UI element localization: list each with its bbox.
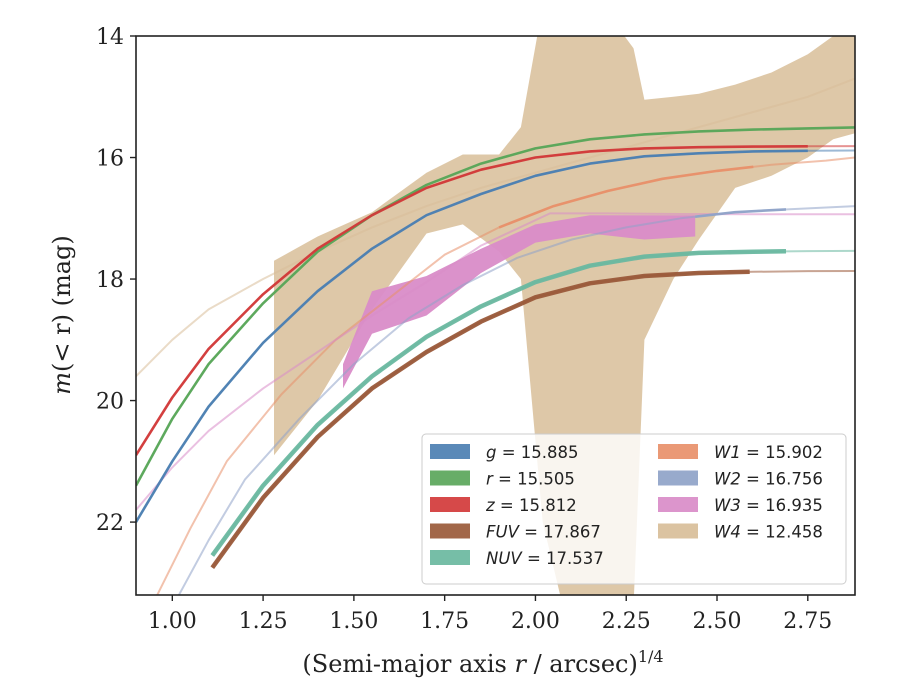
x-tick-label: 1.25 [239, 609, 288, 634]
x-axis-ticks: 1.00 1.25 1.50 1.75 2.00 2.25 2.50 2.75 [148, 595, 832, 634]
y-tick-label: 20 [96, 390, 124, 415]
x-tick-label: 2.75 [783, 609, 832, 634]
legend-swatch-w2 [658, 470, 698, 486]
y-tick-label: 14 [96, 25, 124, 50]
w4-model-curve [136, 77, 855, 378]
y-axis-ticks: 14 16 18 20 22 [96, 25, 136, 536]
legend-swatch-fuv [430, 523, 470, 539]
x-tick-label: 2.50 [693, 609, 742, 634]
legend-frame [421, 433, 847, 585]
legend-label-nuv: NUV = 17.537 [486, 549, 604, 568]
x-tick-label: 2.00 [511, 609, 560, 634]
r-profile-line [136, 126, 855, 487]
x-tick-label: 2.25 [602, 609, 651, 634]
x-tick-label: 1.75 [420, 609, 469, 634]
w2-profile-line [695, 208, 787, 218]
y-tick-label: 18 [96, 268, 124, 293]
legend-label-w4: W4 = 12.458 [714, 523, 823, 542]
measured-profiles [136, 126, 855, 570]
w3-model-curve [136, 212, 855, 511]
y-tick-label: 22 [96, 511, 124, 536]
plot-frame [135, 35, 856, 596]
legend-swatch-g [430, 444, 470, 459]
legend-swatch-w1 [658, 444, 698, 459]
x-tick-label: 1.00 [148, 609, 197, 634]
legend-swatch-nuv [430, 550, 470, 565]
g-profile-line [136, 149, 808, 523]
w3-uncertainty-band [343, 215, 696, 389]
legend-label-g: g = 15.885 [486, 443, 579, 462]
legend-label-w1: W1 = 15.902 [714, 443, 823, 462]
w4-uncertainty-band [274, 36, 855, 595]
fuv-profile-line [210, 269, 750, 570]
legend-label-fuv: FUV = 17.867 [486, 523, 601, 542]
legend-label-r: r = 15.505 [486, 470, 575, 489]
legend-swatch-w3 [658, 497, 698, 512]
legend-swatch-r [430, 470, 470, 486]
legend: g = 15.885 r = 15.505 z = 15.812 FUV = 17.8… [421, 433, 847, 585]
x-tick-label: 1.50 [329, 609, 378, 634]
legend-label-z: z = 15.812 [485, 496, 577, 515]
legend-label-w3: W3 = 16.935 [714, 496, 823, 515]
y-tick-label: 16 [96, 147, 124, 172]
legend-label-w2: W2 = 16.756 [714, 470, 823, 489]
x-axis-title: (Semi-major axis r / arcsec)1/4 [302, 647, 663, 678]
uncertainty-bands [274, 36, 855, 595]
legend-swatch-z [430, 497, 470, 512]
w1-profile-line [498, 165, 754, 229]
y-axis-title: m(< r) (mag) [48, 235, 76, 395]
nuv-profile-line [210, 249, 787, 557]
legend-swatch-w4 [658, 523, 698, 539]
z-profile-line [136, 145, 808, 456]
